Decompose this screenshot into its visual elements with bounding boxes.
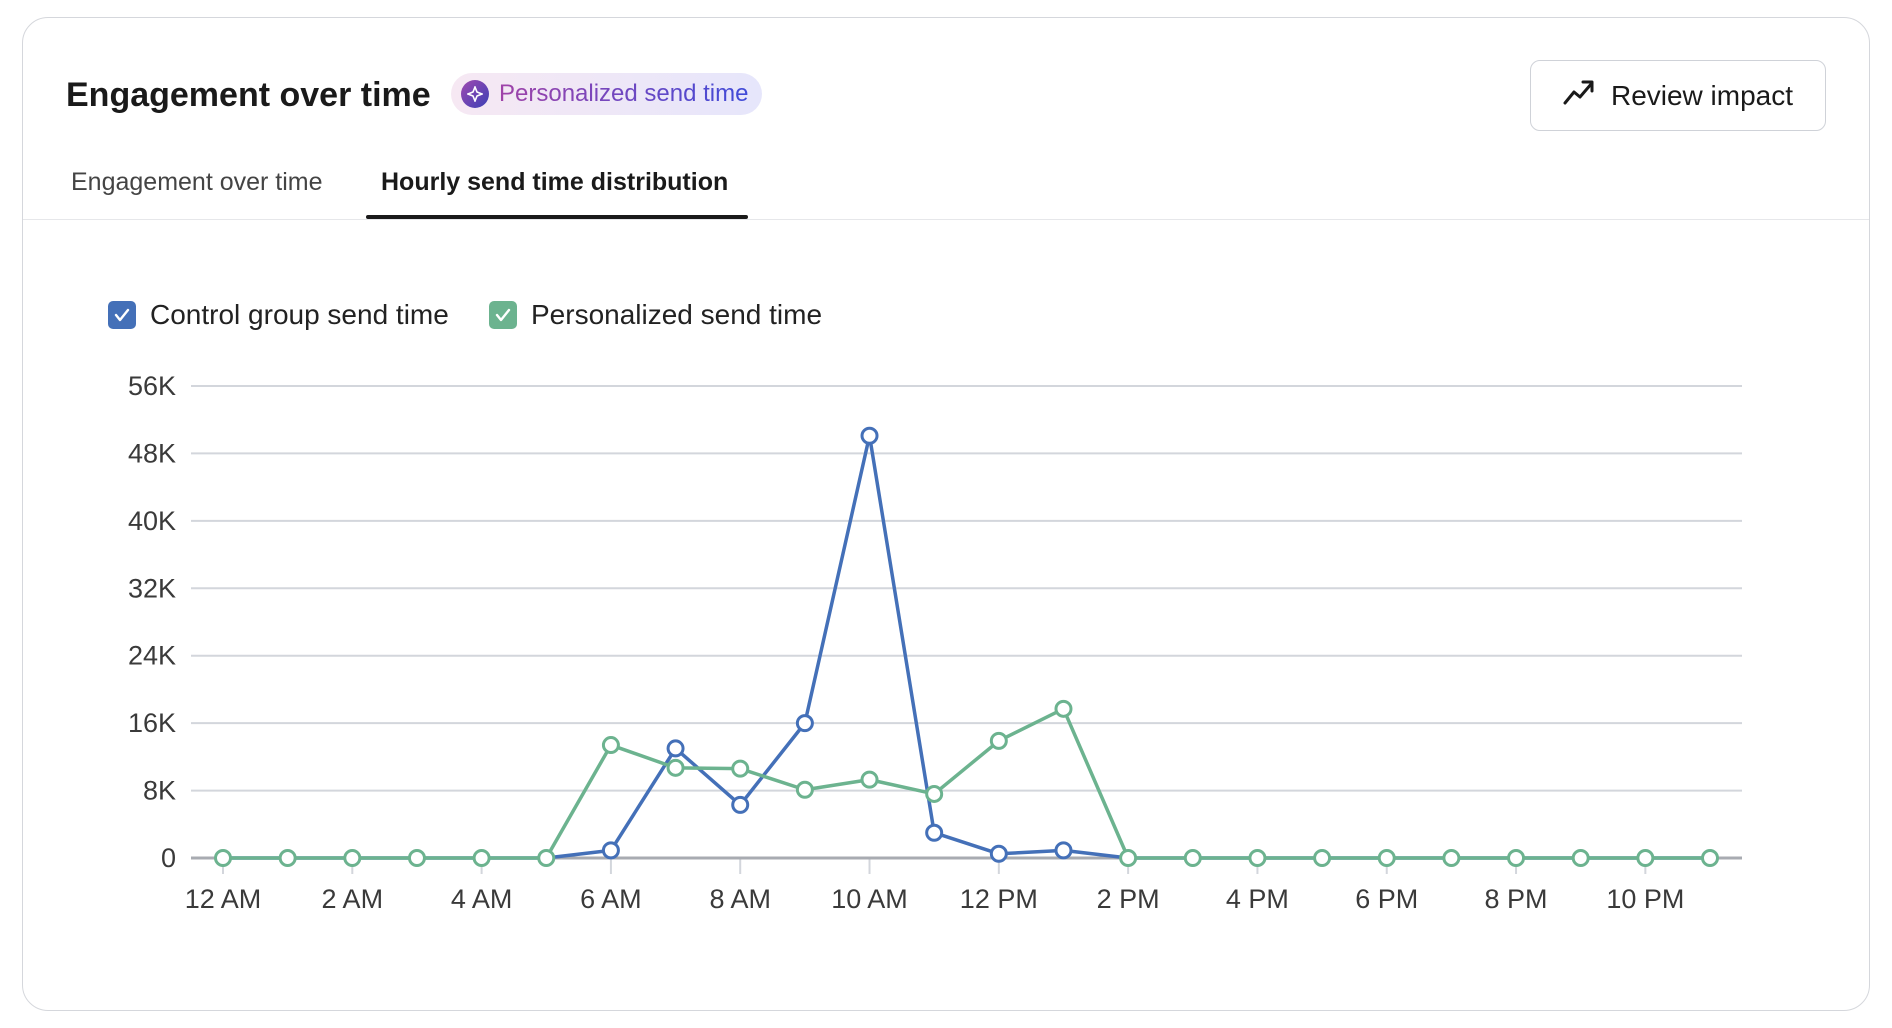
data-point — [537, 849, 556, 867]
y-tick-label: 24K — [128, 641, 176, 671]
personalized-send-time-badge: Personalized send time — [451, 73, 763, 115]
tab-hourly-send-time-distribution[interactable]: Hourly send time distribution — [381, 168, 729, 196]
data-point — [925, 823, 944, 842]
data-point — [214, 849, 232, 867]
checkbox-checked-icon[interactable] — [489, 301, 517, 329]
data-point — [989, 731, 1008, 750]
x-tick-label: 10 PM — [1606, 884, 1684, 914]
data-point — [666, 739, 685, 758]
data-point — [666, 758, 685, 777]
data-point — [989, 844, 1008, 863]
data-point — [860, 770, 879, 789]
data-point — [1248, 849, 1267, 867]
y-tick-label: 48K — [128, 438, 176, 468]
legend-personalized[interactable]: Personalized send time — [489, 299, 822, 331]
data-point — [1377, 849, 1396, 867]
data-point — [1054, 841, 1073, 860]
legend-label: Personalized send time — [531, 299, 823, 330]
data-point — [860, 426, 879, 445]
x-tick-label: 6 AM — [580, 884, 642, 914]
data-point — [343, 849, 362, 867]
review-impact-label: Review impact — [1610, 79, 1794, 111]
page-title: Engagement over time — [66, 76, 431, 114]
x-tick-label: 4 PM — [1226, 884, 1289, 914]
y-tick-label: 32K — [128, 573, 176, 603]
x-tick-label: 12 AM — [185, 884, 262, 914]
data-point — [1636, 849, 1655, 867]
badge-label: Personalized send time — [499, 80, 749, 107]
trending-up-icon — [1563, 79, 1595, 112]
data-point — [1507, 849, 1526, 867]
series-line-control — [223, 433, 1710, 860]
data-point — [925, 784, 944, 803]
x-tick-label: 2 PM — [1097, 884, 1160, 914]
active-tab-indicator — [366, 215, 748, 219]
data-point — [472, 849, 491, 867]
y-tick-label: 0 — [161, 843, 176, 873]
x-tick-label: 8 AM — [709, 884, 771, 914]
engagement-card — [22, 17, 1870, 1011]
review-impact-button[interactable]: Review impact — [1530, 60, 1826, 131]
data-point — [601, 736, 620, 755]
data-point — [1119, 849, 1138, 867]
y-tick-label: 16K — [128, 708, 176, 738]
data-point — [731, 795, 750, 814]
x-tick-label: 10 AM — [831, 884, 908, 914]
y-tick-label: 8K — [143, 776, 176, 806]
x-tick-label: 2 AM — [322, 884, 384, 914]
x-tick-label: 4 AM — [451, 884, 513, 914]
y-tick-label: 56K — [128, 371, 176, 401]
data-point — [795, 780, 814, 799]
data-point — [1183, 849, 1202, 867]
x-tick-label: 8 PM — [1485, 884, 1548, 914]
legend-label: Control group send time — [150, 299, 449, 330]
tab-engagement-over-time[interactable]: Engagement over time — [71, 168, 323, 196]
checkbox-checked-icon[interactable] — [108, 301, 136, 329]
y-tick-label: 40K — [128, 506, 176, 536]
data-point — [1054, 699, 1073, 718]
data-point — [407, 849, 426, 867]
sparkle-icon — [461, 80, 489, 108]
data-point — [278, 849, 297, 867]
data-point — [731, 759, 750, 778]
data-point — [1571, 849, 1590, 867]
x-tick-label: 6 PM — [1355, 884, 1418, 914]
data-point — [1442, 849, 1461, 867]
data-point — [1313, 849, 1332, 867]
data-point — [1701, 849, 1719, 867]
x-tick-label: 12 PM — [960, 884, 1038, 914]
series-line-personalized — [223, 707, 1710, 860]
legend-control-group[interactable]: Control group send time — [108, 299, 449, 331]
data-point — [601, 841, 620, 860]
tabs-divider — [23, 219, 1869, 220]
data-point — [795, 714, 814, 733]
